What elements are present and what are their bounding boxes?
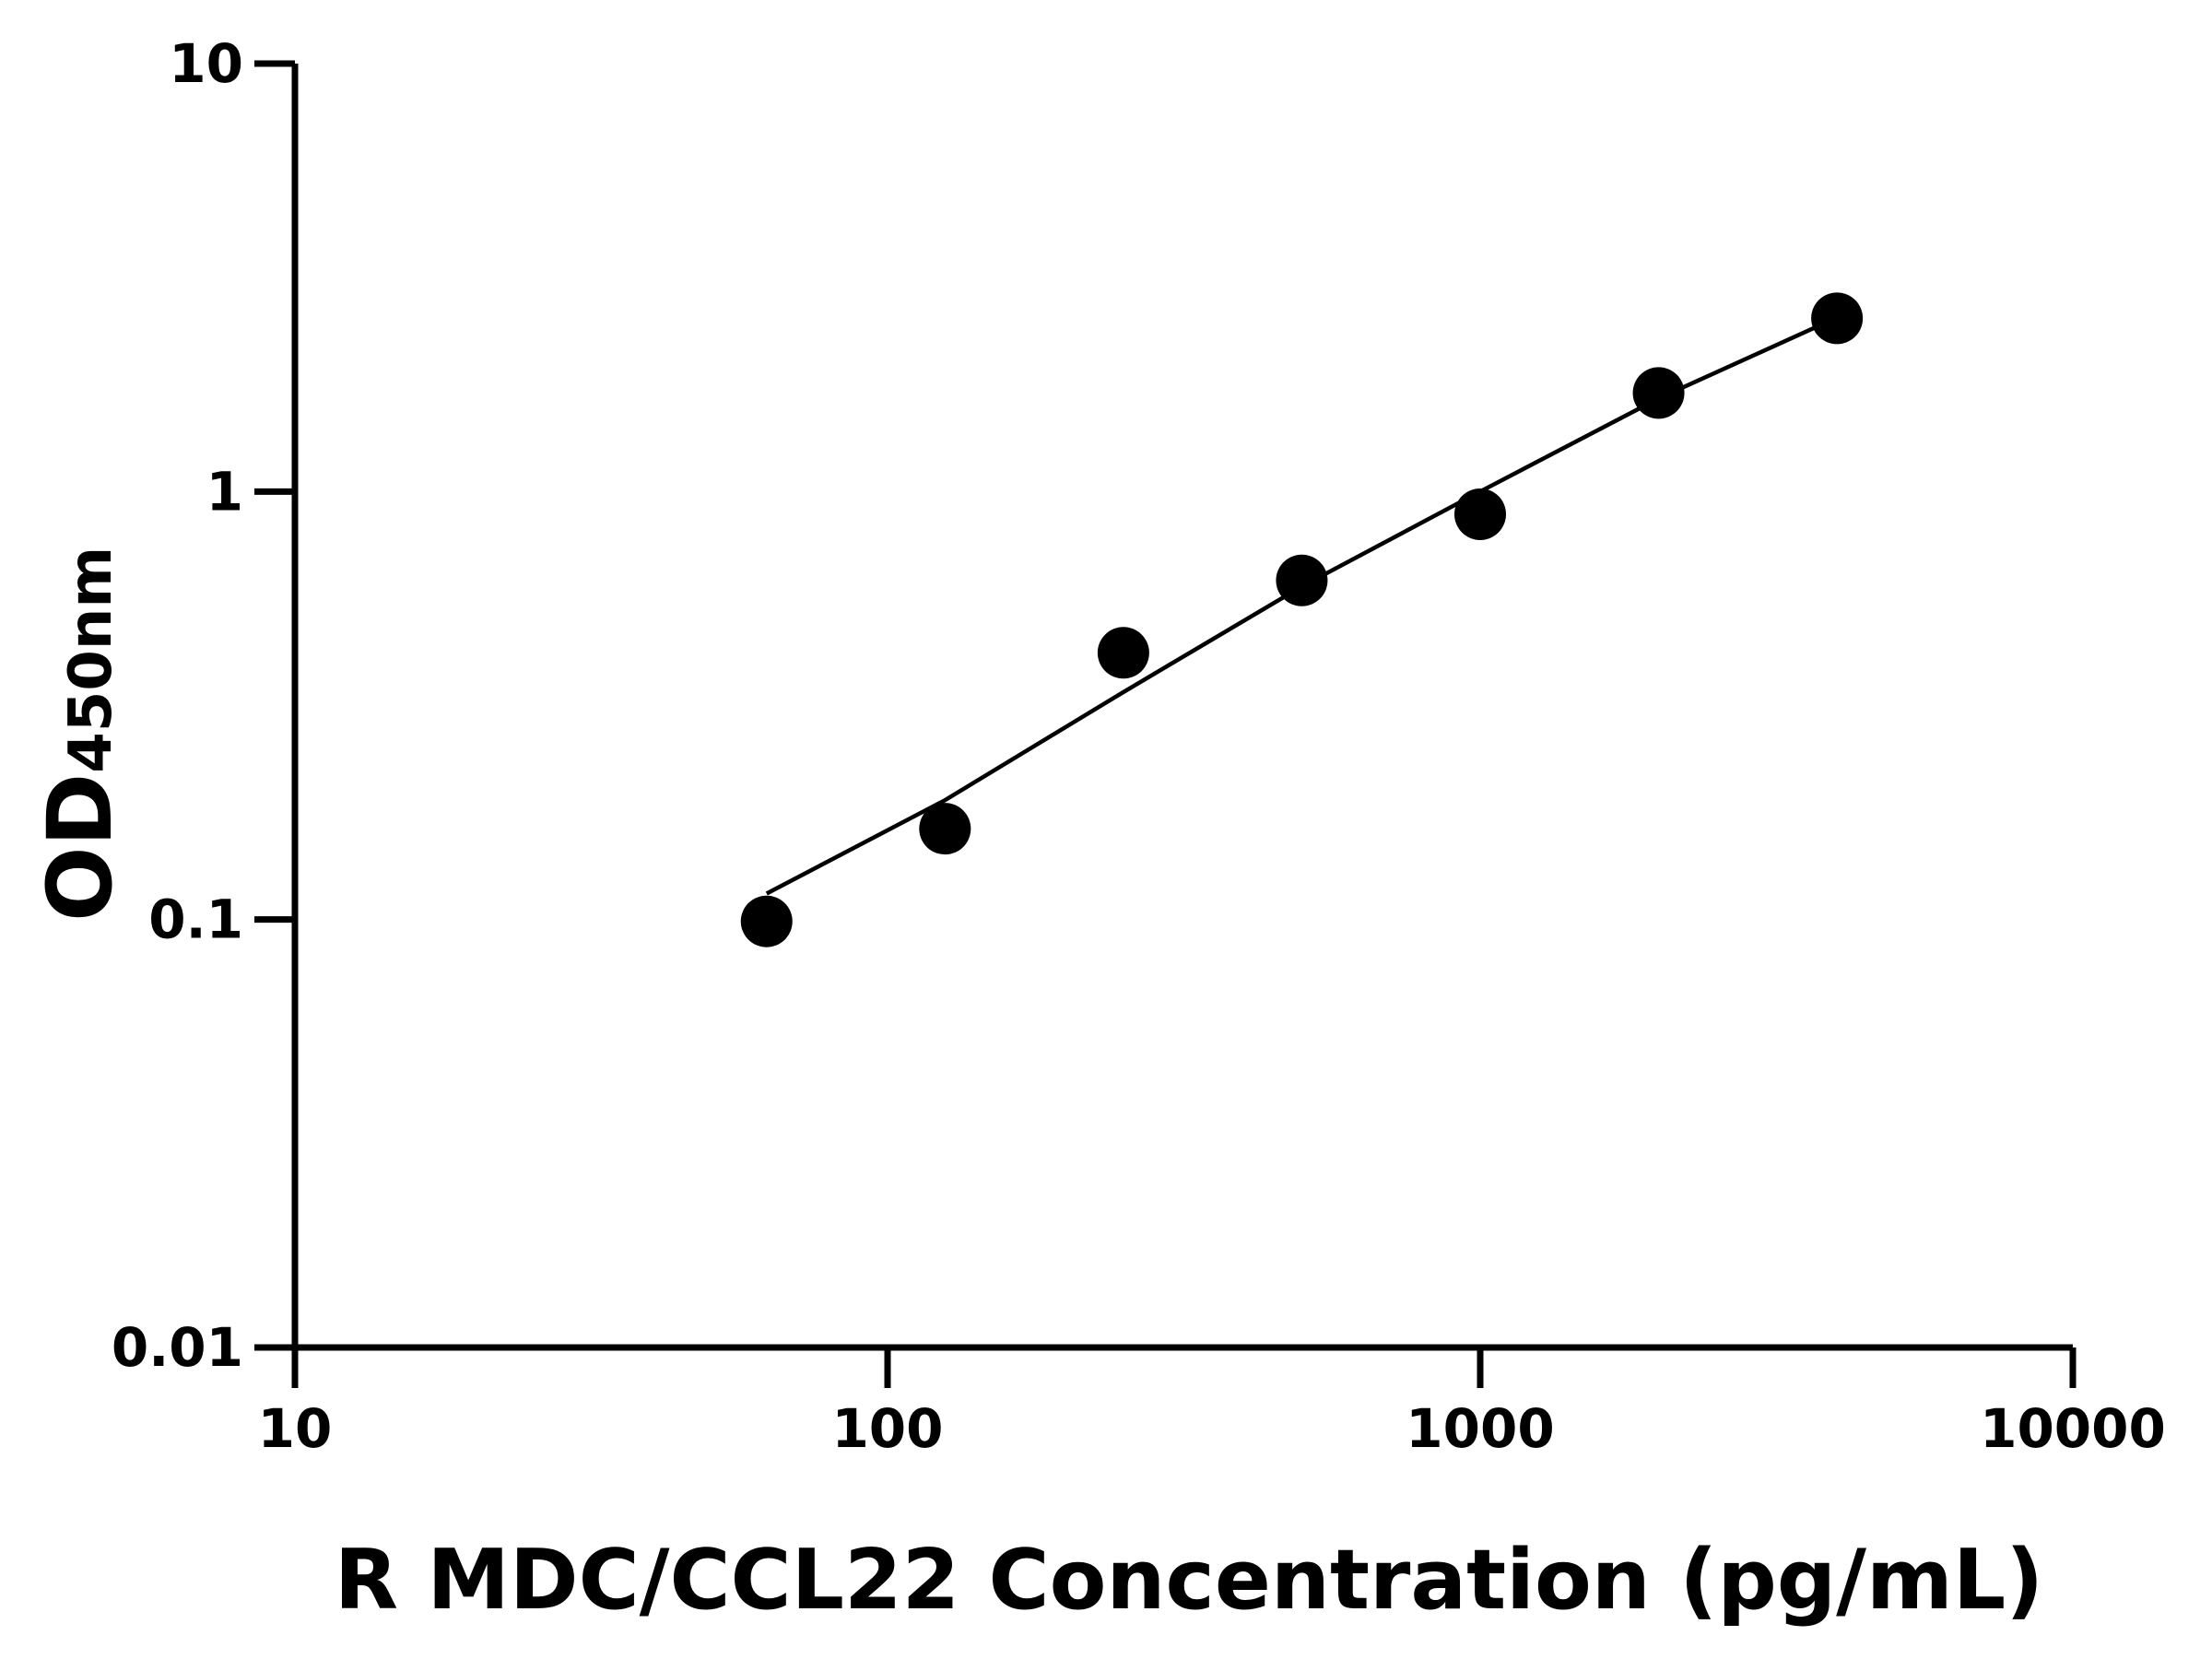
data-point bbox=[1097, 627, 1149, 679]
data-point bbox=[1811, 292, 1864, 345]
data-points bbox=[740, 292, 1864, 947]
x-tick-label: 100 bbox=[831, 1397, 943, 1460]
y-axis-label: OD450nm bbox=[29, 547, 132, 922]
data-point bbox=[1632, 367, 1685, 419]
y-tick-label: 10 bbox=[169, 32, 243, 95]
y-axis-label-main: OD bbox=[29, 773, 132, 922]
data-point bbox=[740, 895, 793, 947]
x-axis-label: R MDC/CCL22 Concentration (pg/mL) bbox=[335, 1532, 2044, 1629]
x-tick-label: 10000 bbox=[1980, 1397, 2166, 1460]
data-point bbox=[919, 803, 971, 855]
axes bbox=[291, 64, 2073, 1351]
x-tick-label: 10 bbox=[258, 1397, 333, 1460]
data-point bbox=[1454, 488, 1506, 540]
y-tick-label: 0.01 bbox=[112, 1316, 243, 1379]
ticks: 10 100 1000 10000 0.01 0.1 1 10 bbox=[112, 32, 2166, 1460]
data-point bbox=[1276, 554, 1328, 606]
x-tick-label: 1000 bbox=[1406, 1397, 1554, 1460]
y-tick-label: 0.1 bbox=[148, 888, 243, 951]
y-axis-label-sub: 450nm bbox=[57, 547, 125, 773]
y-tick-label: 1 bbox=[206, 460, 243, 523]
